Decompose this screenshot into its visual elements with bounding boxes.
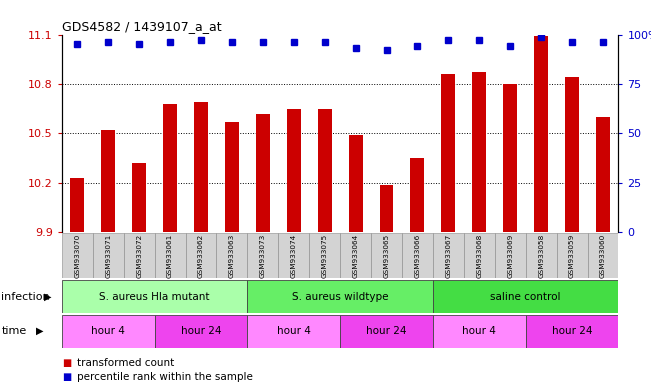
Text: GSM933072: GSM933072	[136, 233, 142, 278]
Bar	[216, 233, 247, 278]
Bar	[380, 185, 393, 232]
Bar	[124, 233, 154, 278]
Bar	[441, 74, 455, 232]
Text: GSM933065: GSM933065	[383, 233, 389, 278]
Bar	[102, 130, 115, 232]
Bar	[473, 73, 486, 232]
Bar	[62, 315, 154, 348]
Bar	[278, 233, 309, 278]
Bar	[503, 84, 517, 232]
Bar	[309, 233, 340, 278]
Bar	[62, 280, 247, 313]
Text: hour 24: hour 24	[552, 326, 592, 336]
Bar	[132, 163, 146, 232]
Text: hour 4: hour 4	[462, 326, 496, 336]
Text: GSM933073: GSM933073	[260, 233, 266, 278]
Bar	[340, 233, 371, 278]
Bar	[587, 233, 618, 278]
Bar	[247, 233, 278, 278]
Text: GSM933063: GSM933063	[229, 233, 235, 278]
Bar	[340, 315, 433, 348]
Bar	[433, 233, 464, 278]
Text: saline control: saline control	[490, 291, 561, 302]
Text: GSM933068: GSM933068	[477, 233, 482, 278]
Bar	[247, 315, 340, 348]
Bar	[92, 233, 124, 278]
Bar	[525, 233, 557, 278]
Text: GSM933062: GSM933062	[198, 233, 204, 278]
Bar	[525, 315, 618, 348]
Text: GSM933070: GSM933070	[74, 233, 80, 278]
Text: S. aureus Hla mutant: S. aureus Hla mutant	[100, 291, 210, 302]
Text: GSM933066: GSM933066	[415, 233, 421, 278]
Text: GSM933061: GSM933061	[167, 233, 173, 278]
Text: ▶: ▶	[44, 291, 52, 302]
Bar	[154, 233, 186, 278]
Bar	[596, 117, 610, 232]
Text: hour 24: hour 24	[181, 326, 221, 336]
Bar	[495, 233, 525, 278]
Bar	[565, 78, 579, 232]
Text: GSM933059: GSM933059	[569, 233, 575, 278]
Text: GSM933058: GSM933058	[538, 233, 544, 278]
Text: GSM933060: GSM933060	[600, 233, 606, 278]
Text: GSM933075: GSM933075	[322, 233, 327, 278]
Text: GSM933067: GSM933067	[445, 233, 451, 278]
Text: GSM933074: GSM933074	[291, 233, 297, 278]
Text: GSM933069: GSM933069	[507, 233, 513, 278]
Text: S. aureus wildtype: S. aureus wildtype	[292, 291, 389, 302]
Text: ■: ■	[62, 358, 71, 368]
Text: GSM933064: GSM933064	[353, 233, 359, 278]
Bar	[247, 280, 433, 313]
Bar	[225, 122, 239, 232]
Text: percentile rank within the sample: percentile rank within the sample	[77, 372, 253, 382]
Bar	[402, 233, 433, 278]
Text: infection: infection	[1, 291, 50, 302]
Bar	[411, 158, 424, 232]
Text: ■: ■	[62, 372, 71, 382]
Text: hour 4: hour 4	[277, 326, 311, 336]
Bar	[194, 102, 208, 232]
Bar	[318, 109, 331, 232]
Text: time: time	[1, 326, 27, 336]
Text: GDS4582 / 1439107_a_at: GDS4582 / 1439107_a_at	[62, 20, 221, 33]
Bar	[433, 315, 525, 348]
Bar	[534, 36, 548, 232]
Bar	[433, 280, 618, 313]
Text: hour 24: hour 24	[367, 326, 407, 336]
Text: transformed count: transformed count	[77, 358, 174, 368]
Text: GSM933071: GSM933071	[105, 233, 111, 278]
Bar	[186, 233, 216, 278]
Bar	[163, 104, 177, 232]
Bar	[154, 315, 247, 348]
Bar	[557, 233, 587, 278]
Bar	[62, 233, 92, 278]
Text: ▶: ▶	[36, 326, 44, 336]
Text: hour 4: hour 4	[91, 326, 125, 336]
Bar	[371, 233, 402, 278]
Bar	[287, 109, 301, 232]
Bar	[349, 135, 363, 232]
Bar	[464, 233, 495, 278]
Bar	[70, 178, 84, 232]
Bar	[256, 114, 270, 232]
